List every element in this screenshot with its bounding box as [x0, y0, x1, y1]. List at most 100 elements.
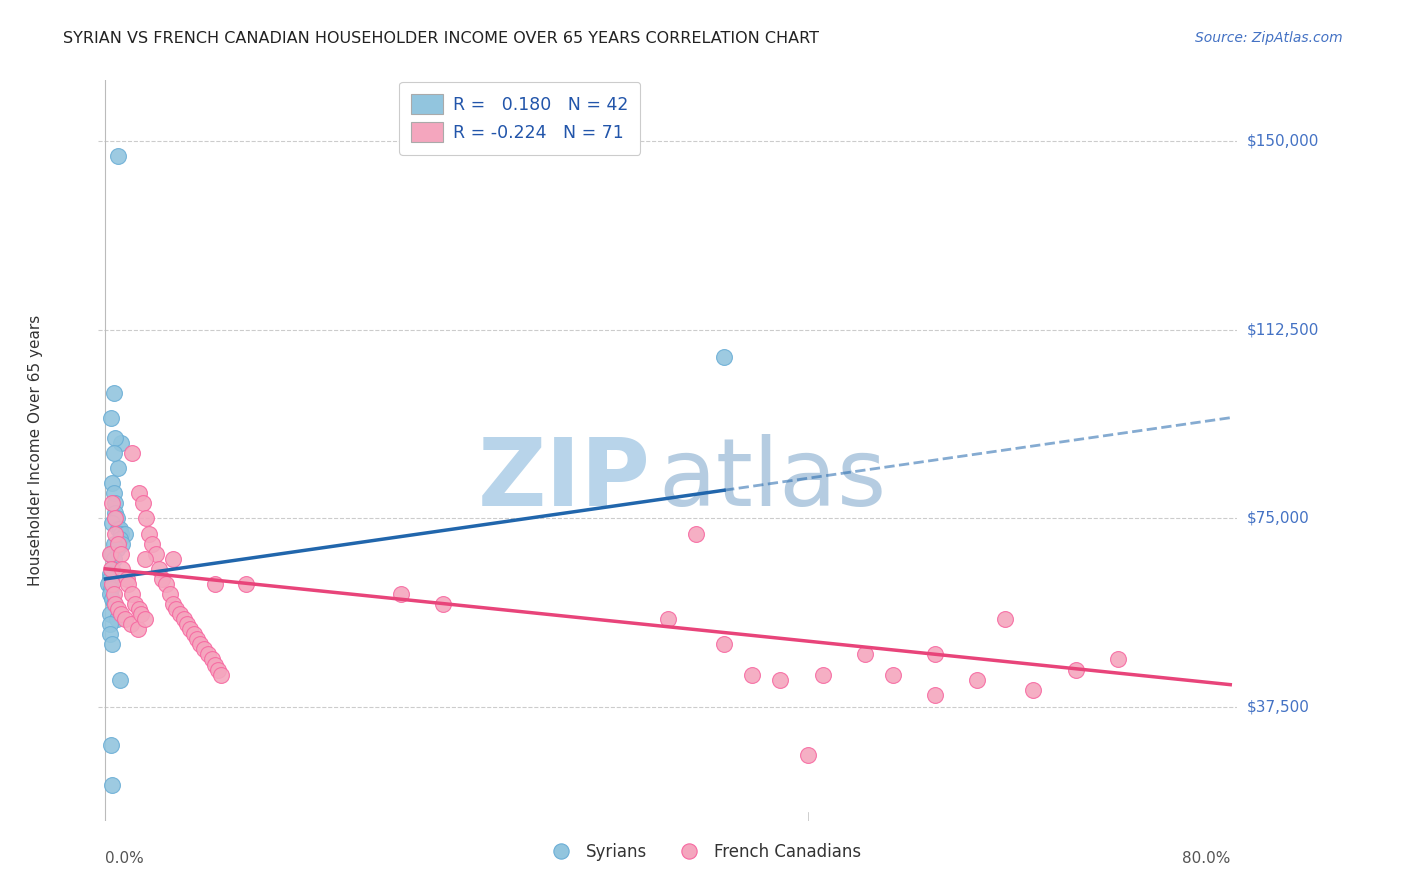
Point — [104, 507, 127, 521]
Point — [101, 562, 124, 576]
Point — [853, 648, 876, 662]
Text: $75,000: $75,000 — [1247, 511, 1310, 526]
Point — [98, 572, 121, 586]
Point — [101, 496, 124, 510]
Point — [201, 652, 224, 666]
Point — [117, 577, 139, 591]
Point — [207, 663, 229, 677]
Point — [183, 627, 205, 641]
Point — [145, 547, 167, 561]
Point — [115, 572, 138, 586]
Point — [104, 526, 127, 541]
Text: $37,500: $37,500 — [1247, 700, 1310, 714]
Point — [1064, 663, 1087, 677]
Point — [111, 536, 134, 550]
Point — [101, 476, 124, 491]
Point — [101, 592, 124, 607]
Point — [98, 572, 121, 586]
Point — [98, 577, 121, 591]
Point — [159, 587, 181, 601]
Point — [235, 577, 257, 591]
Point — [197, 648, 219, 662]
Point — [134, 551, 156, 566]
Point — [127, 622, 149, 636]
Point — [657, 612, 679, 626]
Point — [110, 607, 132, 622]
Point — [209, 667, 232, 681]
Point — [135, 511, 157, 525]
Point — [100, 582, 122, 596]
Point — [114, 526, 136, 541]
Point — [179, 622, 201, 636]
Point — [98, 547, 121, 561]
Point — [98, 587, 121, 601]
Point — [105, 612, 128, 626]
Point — [98, 617, 121, 632]
Point — [107, 149, 129, 163]
Point — [165, 602, 187, 616]
Point — [173, 612, 195, 626]
Point — [111, 562, 134, 576]
Text: 0.0%: 0.0% — [105, 851, 145, 866]
Point — [148, 562, 170, 576]
Point — [101, 637, 124, 651]
Point — [169, 607, 191, 622]
Point — [103, 551, 125, 566]
Point — [107, 522, 129, 536]
Point — [103, 446, 125, 460]
Point — [150, 572, 173, 586]
Point — [193, 642, 215, 657]
Point — [129, 607, 152, 622]
Point — [105, 541, 128, 556]
Point — [107, 461, 129, 475]
Text: $112,500: $112,500 — [1247, 322, 1319, 337]
Point — [128, 486, 150, 500]
Point — [103, 536, 125, 550]
Point — [966, 673, 988, 687]
Point — [100, 738, 122, 752]
Point — [713, 637, 735, 651]
Point — [713, 351, 735, 365]
Point — [103, 486, 125, 500]
Point — [103, 597, 125, 611]
Point — [100, 547, 122, 561]
Point — [101, 778, 124, 792]
Point — [204, 657, 226, 672]
Text: atlas: atlas — [659, 434, 887, 526]
Point — [98, 627, 121, 641]
Point — [155, 577, 177, 591]
Point — [188, 637, 211, 651]
Point — [98, 607, 121, 622]
Point — [1107, 652, 1129, 666]
Point — [432, 597, 454, 611]
Text: ZIP: ZIP — [478, 434, 651, 526]
Text: $150,000: $150,000 — [1247, 133, 1319, 148]
Point — [107, 536, 129, 550]
Point — [121, 446, 143, 460]
Point — [110, 547, 132, 561]
Point — [110, 436, 132, 450]
Point — [104, 511, 127, 525]
Point — [994, 612, 1017, 626]
Point — [100, 562, 122, 576]
Point — [124, 597, 146, 611]
Point — [104, 496, 127, 510]
Point — [104, 597, 127, 611]
Legend: R =   0.180   N = 42, R = -0.224   N = 71: R = 0.180 N = 42, R = -0.224 N = 71 — [399, 81, 641, 154]
Point — [141, 536, 163, 550]
Point — [97, 577, 120, 591]
Legend: Syrians, French Canadians: Syrians, French Canadians — [538, 837, 868, 868]
Point — [924, 688, 946, 702]
Point — [132, 496, 155, 510]
Point — [176, 617, 198, 632]
Point — [162, 551, 184, 566]
Point — [103, 385, 125, 400]
Point — [114, 612, 136, 626]
Point — [108, 673, 131, 687]
Point — [121, 587, 143, 601]
Text: 80.0%: 80.0% — [1182, 851, 1230, 866]
Point — [741, 667, 763, 681]
Point — [110, 526, 132, 541]
Point — [882, 667, 904, 681]
Point — [924, 648, 946, 662]
